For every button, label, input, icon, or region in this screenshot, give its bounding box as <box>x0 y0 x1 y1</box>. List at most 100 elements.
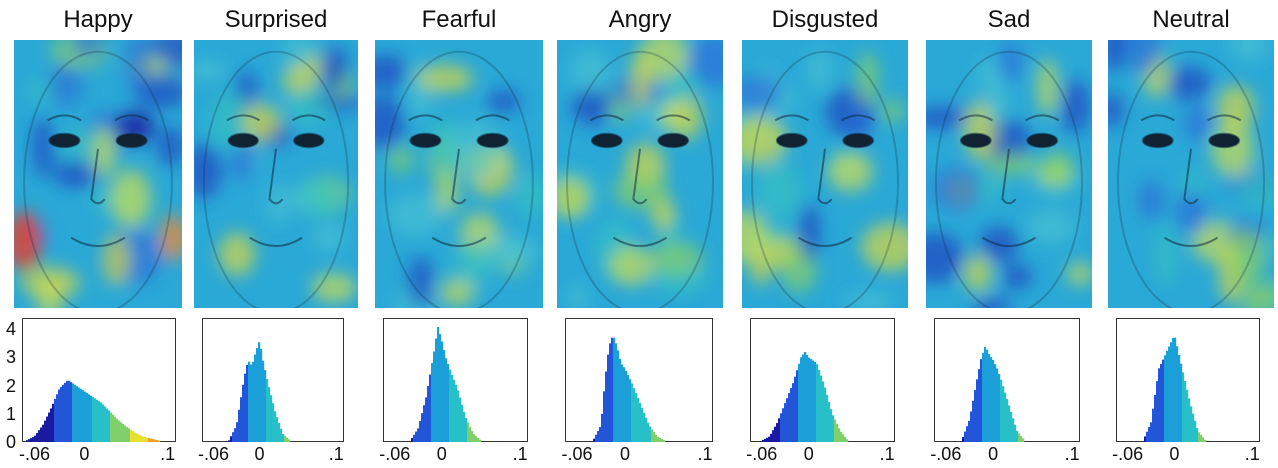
histogram-bar <box>992 360 995 442</box>
histogram-bar <box>46 416 49 442</box>
histogram-bar <box>278 422 281 442</box>
histogram-bar <box>645 417 648 442</box>
histogram-bar <box>1156 381 1159 442</box>
histogram-bar <box>100 402 103 442</box>
histogram-happy <box>22 318 176 442</box>
histogram-bar <box>762 439 765 442</box>
histogram-bar <box>429 374 432 442</box>
histogram-bar <box>1006 399 1009 442</box>
histogram-bar <box>120 422 123 442</box>
face-heatmap-happy <box>14 40 182 308</box>
histogram-bar <box>595 434 598 442</box>
histogram-bar <box>766 437 769 442</box>
histogram-bar <box>74 384 77 442</box>
histogram-bar <box>1202 437 1205 442</box>
x-tick-label: 0 <box>988 444 999 464</box>
histogram-bar <box>244 373 247 442</box>
y-tick-label: 4 <box>6 319 17 340</box>
panel-label-surprised: Surprised <box>224 6 328 33</box>
x-tick-label: .1 <box>1244 444 1260 464</box>
histogram-bar <box>970 411 973 442</box>
histogram-bar <box>605 371 608 442</box>
histogram-bar <box>1018 433 1021 442</box>
histogram-bar <box>26 440 29 442</box>
histogram-bar <box>1176 346 1179 442</box>
panel-label-happy: Happy <box>63 6 133 33</box>
histogram-disgusted <box>750 318 895 442</box>
histogram-bar <box>1180 363 1183 442</box>
histogram-bar <box>806 354 809 442</box>
histogram-bar <box>461 404 464 442</box>
histogram-bar <box>146 437 149 442</box>
y-tick-label: 2 <box>6 375 17 396</box>
histogram-bar <box>643 412 646 442</box>
histogram-bar <box>655 434 658 442</box>
histogram-bar <box>800 357 803 442</box>
histogram-bar <box>1198 432 1201 442</box>
histogram-bar <box>1016 430 1019 442</box>
histogram-bar <box>980 359 983 442</box>
histogram-bar <box>1182 372 1185 442</box>
y-tick-label: 0 <box>6 432 17 452</box>
face-heatmap-sad <box>926 40 1092 308</box>
histogram-bar <box>76 386 79 442</box>
histogram-bar <box>423 405 426 442</box>
histogram-bar <box>435 338 438 442</box>
histogram-bar <box>449 369 452 442</box>
histogram-bar <box>256 348 259 442</box>
panel-label-disgusted: Disgusted <box>771 6 879 33</box>
histogram-bar <box>784 403 787 442</box>
histogram-bar <box>1144 436 1147 442</box>
histogram-bar <box>792 383 795 442</box>
x-tick-label: -.06 <box>18 444 50 464</box>
histogram-bar <box>978 369 981 442</box>
histogram-bar <box>776 423 779 442</box>
x-tick-label: -.06 <box>1112 444 1144 464</box>
histogram-bar <box>94 398 97 442</box>
histogram-bar <box>150 438 153 442</box>
x-tick-label: 0 <box>436 444 447 464</box>
histogram-bar <box>286 437 289 442</box>
histogram-bar <box>415 431 418 442</box>
histogram-bar <box>50 408 53 442</box>
x-tick-label: 0 <box>254 444 265 464</box>
histogram-bar <box>270 395 273 442</box>
histogram-bar <box>92 397 95 442</box>
histogram-bar <box>1194 420 1197 442</box>
histogram-bar <box>770 433 773 442</box>
histogram-bar <box>411 438 414 442</box>
histogram-bar <box>986 349 989 442</box>
histogram-bar <box>252 361 255 442</box>
histogram-bar <box>659 437 662 442</box>
histogram-bar <box>126 427 129 442</box>
histogram-bar <box>28 439 31 442</box>
histogram-bar <box>154 439 157 442</box>
histogram-bar <box>447 364 450 442</box>
histogram-bar <box>96 399 99 442</box>
histogram-bar <box>663 440 666 442</box>
histogram-bar <box>966 426 969 442</box>
histogram-bar <box>445 358 448 442</box>
histogram-bar <box>72 383 75 442</box>
histogram-bar <box>421 413 424 442</box>
histogram-bar <box>836 423 839 442</box>
histogram-bar <box>114 416 117 442</box>
face-heatmap-neutral <box>1108 40 1274 308</box>
histogram-bar <box>611 337 614 442</box>
histogram-bar <box>593 438 596 442</box>
histogram-bar <box>808 357 811 442</box>
histogram-bar <box>258 342 261 442</box>
histogram-bar <box>649 426 652 442</box>
x-tick-label: 0 <box>619 444 631 464</box>
histogram-fearful <box>383 318 528 442</box>
histogram-bar <box>633 388 636 442</box>
histogram-bar <box>441 341 444 442</box>
histogram-bar <box>477 437 480 442</box>
histogram-bar <box>625 370 628 442</box>
histogram-bar <box>996 368 999 442</box>
histogram-bar <box>842 434 845 442</box>
histogram-bar <box>260 348 263 442</box>
histogram-bar <box>1168 346 1171 442</box>
histogram-bar <box>419 421 422 442</box>
histogram-bar <box>248 361 251 442</box>
